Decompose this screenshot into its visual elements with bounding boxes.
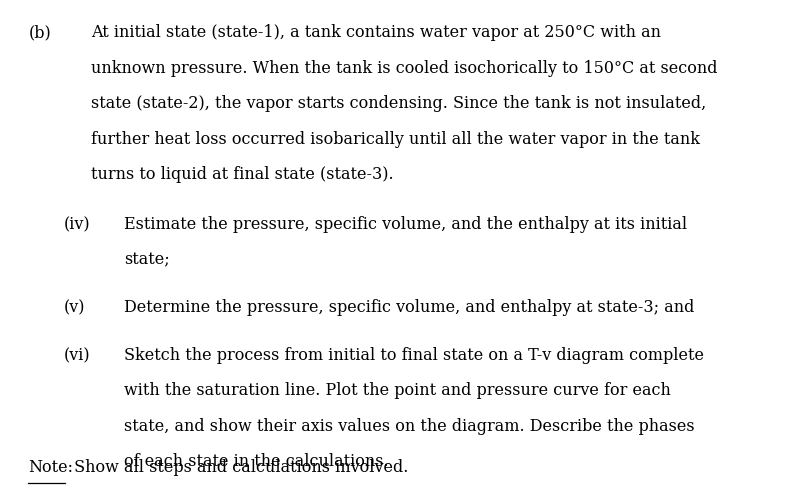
- Text: unknown pressure. When the tank is cooled isochorically to 150°C at second: unknown pressure. When the tank is coole…: [91, 60, 717, 77]
- Text: with the saturation line. Plot the point and pressure curve for each: with the saturation line. Plot the point…: [124, 382, 671, 399]
- Text: (b): (b): [29, 24, 51, 41]
- Text: Sketch the process from initial to final state on a T-v diagram complete: Sketch the process from initial to final…: [124, 347, 704, 364]
- Text: At initial state (state-1), a tank contains water vapor at 250°C with an: At initial state (state-1), a tank conta…: [91, 24, 661, 41]
- Text: Note:: Note:: [29, 459, 73, 476]
- Text: Estimate the pressure, specific volume, and the enthalpy at its initial: Estimate the pressure, specific volume, …: [124, 216, 687, 233]
- Text: state, and show their axis values on the diagram. Describe the phases: state, and show their axis values on the…: [124, 418, 695, 435]
- Text: of each state in the calculations.: of each state in the calculations.: [124, 453, 389, 470]
- Text: state;: state;: [124, 252, 170, 269]
- Text: (vi): (vi): [64, 347, 90, 364]
- Text: (iv): (iv): [64, 216, 90, 233]
- Text: Show all steps and calculations involved.: Show all steps and calculations involved…: [69, 459, 408, 476]
- Text: further heat loss occurred isobarically until all the water vapor in the tank: further heat loss occurred isobarically …: [91, 131, 700, 148]
- Text: Determine the pressure, specific volume, and enthalpy at state-3; and: Determine the pressure, specific volume,…: [124, 299, 694, 316]
- Text: turns to liquid at final state (state-3).: turns to liquid at final state (state-3)…: [91, 166, 394, 183]
- Text: (v): (v): [64, 299, 85, 316]
- Text: state (state-2), the vapor starts condensing. Since the tank is not insulated,: state (state-2), the vapor starts conden…: [91, 95, 706, 112]
